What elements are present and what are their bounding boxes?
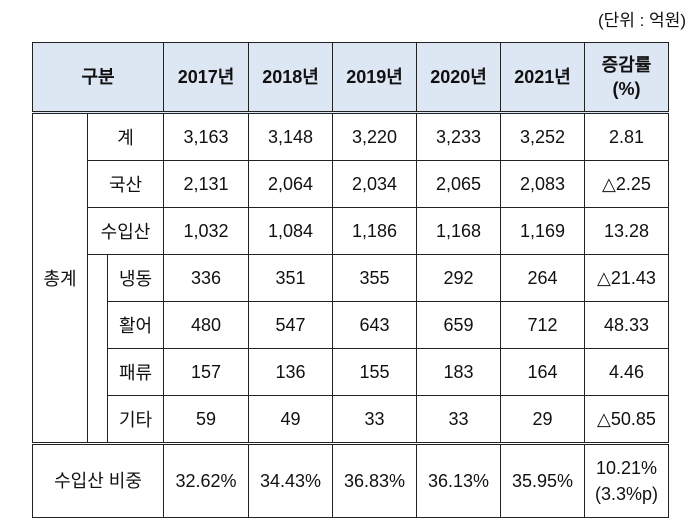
table-cell: 59	[163, 395, 249, 444]
table-cell: 2,034	[332, 160, 417, 208]
header-change-label: 증감률	[601, 54, 652, 75]
change-cell: △21.43	[584, 254, 669, 302]
ratio-row: 수입산 비중 32.62% 34.43% 36.83% 36.13% 35.95…	[32, 442, 669, 518]
table-cell: 157	[163, 348, 249, 396]
table-row: 패류 157 136 155 183 164 4.46	[33, 348, 669, 396]
row-label: 국산	[87, 160, 164, 208]
table-cell: 2,083	[500, 160, 585, 208]
table-cell: 3,233	[416, 112, 501, 161]
table-cell: 3,163	[163, 112, 249, 161]
header-year: 2021년	[500, 42, 585, 114]
group-label: 총계	[32, 112, 88, 444]
header-year: 2019년	[332, 42, 417, 114]
table-cell: 49	[248, 395, 333, 444]
table-cell: 33	[416, 395, 501, 444]
table-cell: 2,131	[163, 160, 249, 208]
table-cell: 155	[332, 348, 417, 396]
row-label: 패류	[107, 348, 164, 396]
header-year: 2018년	[248, 42, 333, 114]
change-cell: △50.85	[584, 395, 669, 444]
data-table: 구분 2017년 2018년 2019년 2020년 2021년 증감률 (%) …	[32, 42, 669, 518]
indent-spacer	[87, 254, 108, 444]
table-cell: 3,148	[248, 112, 333, 161]
row-label: 수입산	[87, 207, 164, 255]
table-cell: 164	[500, 348, 585, 396]
table-cell: 36.83%	[332, 442, 417, 518]
change-cell: △2.25	[584, 160, 669, 208]
table-cell: 1,084	[248, 207, 333, 255]
ratio-change-points: (3.3%p)	[594, 484, 659, 504]
table-row: 수입산 1,032 1,084 1,186 1,168 1,169 13.28	[33, 207, 669, 255]
table-cell: 136	[248, 348, 333, 396]
table-cell: 351	[248, 254, 333, 302]
table-cell: 292	[416, 254, 501, 302]
table-cell: 336	[163, 254, 249, 302]
change-cell: 10.21% (3.3%p)	[584, 442, 669, 518]
table-cell: 3,252	[500, 112, 585, 161]
row-label: 기타	[107, 395, 164, 444]
header-change: 증감률 (%)	[584, 42, 669, 114]
table-row: 활어 480 547 643 659 712 48.33	[33, 301, 669, 349]
table-cell: 1,032	[163, 207, 249, 255]
table-cell: 643	[332, 301, 417, 349]
table-cell: 264	[500, 254, 585, 302]
table-cell: 1,168	[416, 207, 501, 255]
table-row: 국산 2,131 2,064 2,034 2,065 2,083 △2.25	[33, 160, 669, 208]
row-label: 활어	[107, 301, 164, 349]
table-row: 총계 계 3,163 3,148 3,220 3,233 3,252 2.81	[32, 112, 669, 444]
header-row: 구분 2017년 2018년 2019년 2020년 2021년 증감률 (%)	[32, 42, 669, 114]
table-cell: 659	[416, 301, 501, 349]
table-cell: 35.95%	[500, 442, 585, 518]
table-cell: 2,065	[416, 160, 501, 208]
change-cell: 48.33	[584, 301, 669, 349]
table-cell: 183	[416, 348, 501, 396]
table-cell: 712	[500, 301, 585, 349]
table-cell: 32.62%	[163, 442, 249, 518]
change-cell: 4.46	[584, 348, 669, 396]
table-cell: 2,064	[248, 160, 333, 208]
table-cell: 36.13%	[416, 442, 501, 518]
change-cell: 2.81	[584, 112, 669, 161]
header-change-unit: (%)	[612, 79, 641, 99]
header-category: 구분	[32, 42, 164, 114]
table-cell: 29	[500, 395, 585, 444]
change-cell: 13.28	[584, 207, 669, 255]
header-year: 2020년	[416, 42, 501, 114]
table-row: 기타 59 49 33 33 29 △50.85	[33, 395, 669, 444]
row-label: 냉동	[107, 254, 164, 302]
table-cell: 34.43%	[248, 442, 333, 518]
row-label: 수입산 비중	[32, 442, 164, 518]
table-cell: 355	[332, 254, 417, 302]
table-cell: 1,169	[500, 207, 585, 255]
unit-note: (단위 : 억원)	[597, 11, 686, 30]
ratio-change-value: 10.21%	[595, 457, 658, 478]
table-cell: 547	[248, 301, 333, 349]
table-cell: 3,220	[332, 112, 417, 161]
table-row: 냉동 336 351 355 292 264 △21.43	[33, 254, 669, 444]
header-year: 2017년	[163, 42, 249, 114]
table-cell: 33	[332, 395, 417, 444]
table-cell: 480	[163, 301, 249, 349]
table-cell: 1,186	[332, 207, 417, 255]
row-label: 계	[87, 112, 164, 161]
